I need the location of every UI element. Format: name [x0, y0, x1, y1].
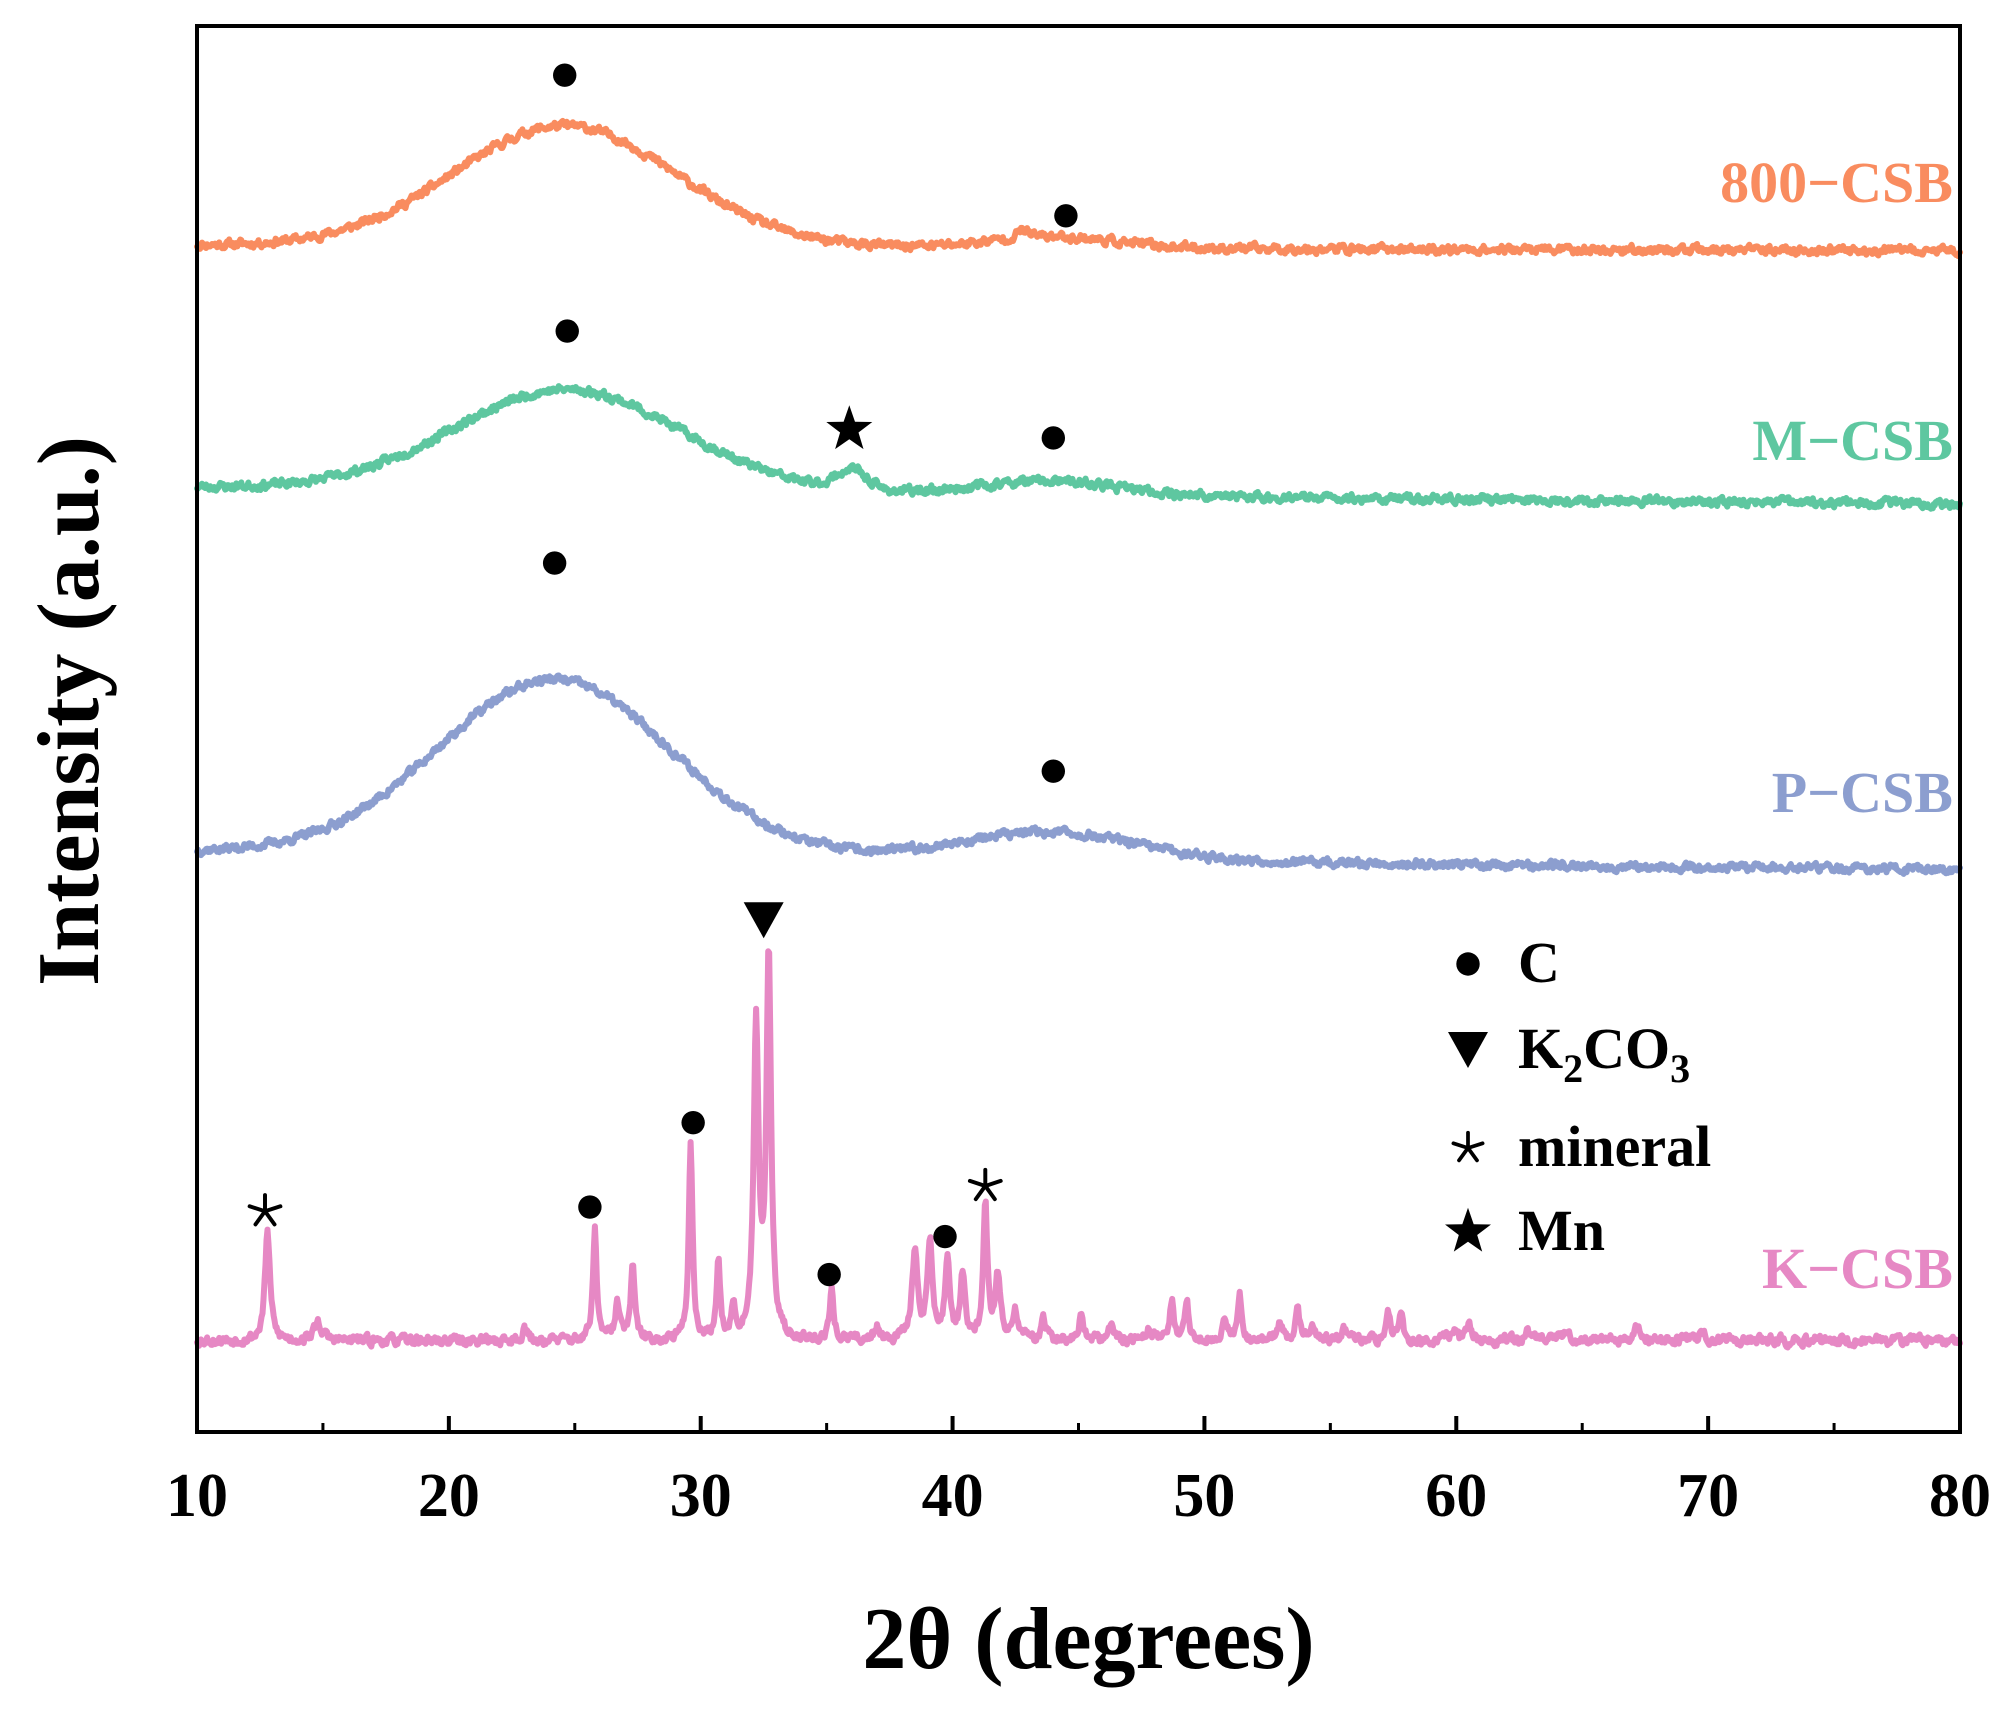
asterisk-arm	[1466, 1146, 1479, 1163]
asterisk-arm	[263, 1209, 277, 1227]
peak-marker-circle-p-csb	[1041, 759, 1066, 783]
peak-marker-circle-800-csb	[1054, 204, 1078, 228]
asterisk-arm	[967, 1178, 988, 1188]
x-tick-label: 70	[1677, 1462, 1739, 1530]
legend-symbol-triangle-down	[1448, 1032, 1488, 1068]
axes-layer: 10 20 30 40 50 60 70 80 2θ (degrees) Intensity (a…	[21, 24, 1991, 1688]
series-label-k-csb: K−CSB	[1762, 1236, 1953, 1301]
series-line-k-csb	[194, 948, 1963, 1351]
peak-marker-asterisk-k-csb	[247, 1193, 283, 1227]
legend-label-subscript: 2	[1563, 1046, 1583, 1091]
x-axis-title: 2θ (degrees)	[862, 1591, 1314, 1688]
legend-label: Mn	[1518, 1198, 1605, 1263]
legend-label-subscript: 3	[1670, 1046, 1690, 1091]
peak-marker-star-m-csb	[826, 405, 873, 450]
asterisk-arm	[1457, 1146, 1470, 1163]
legend-item-mineral: mineral	[1451, 1114, 1711, 1179]
x-tick-label: 50	[1173, 1462, 1235, 1530]
x-tick-label: 60	[1425, 1462, 1487, 1530]
series-line-m-csb	[194, 383, 1963, 512]
legend-symbol-star	[1445, 1207, 1491, 1252]
series-label-800-csb: 800−CSB	[1720, 150, 1953, 215]
asterisk-arm	[983, 1178, 1003, 1188]
y-axis-title: Intensity (a.u.)	[21, 436, 118, 986]
x-tick-label: 80	[1929, 1462, 1991, 1530]
peak-marker-circle-p-csb	[542, 551, 567, 575]
legend-item-k2co3: K2CO3	[1448, 1016, 1690, 1091]
peak-marker-circle-m-csb	[1041, 426, 1066, 450]
peak-marker-triangle-down-k-csb	[743, 902, 784, 939]
legend-symbol-circle	[1456, 952, 1480, 976]
x-tick-label: 20	[418, 1462, 480, 1530]
x-tick-label: 10	[166, 1462, 228, 1530]
series-label-p-csb: P−CSB	[1772, 760, 1953, 825]
series-label-m-csb: M−CSB	[1752, 408, 1953, 473]
peak-marker-circle-k-csb	[933, 1224, 957, 1249]
legend-label: C	[1518, 930, 1560, 995]
series-line-p-csb	[194, 672, 1963, 877]
asterisk-arm	[1466, 1141, 1485, 1150]
legend-label: mineral	[1518, 1114, 1711, 1179]
legend-label: K2CO3	[1518, 1016, 1690, 1091]
legend-item-mn: Mn	[1445, 1198, 1605, 1263]
series-line-800-csb	[194, 118, 1963, 259]
x-tick-label: 40	[922, 1462, 984, 1530]
asterisk-arm	[973, 1183, 988, 1202]
asterisk-arm	[253, 1209, 267, 1227]
legend-symbol-asterisk	[1451, 1130, 1485, 1163]
x-tick-label: 30	[670, 1462, 732, 1530]
legend-label-part: CO	[1583, 1016, 1670, 1081]
peak-marker-circle-m-csb	[555, 319, 579, 343]
peak-marker-circle-k-csb	[681, 1110, 705, 1135]
asterisk-arm	[983, 1183, 997, 1202]
annotation-layer	[247, 63, 1078, 1287]
legend-item-c: C	[1456, 930, 1560, 995]
asterisk-arm	[1451, 1141, 1470, 1150]
series-layer: 800−CSB M−CSB P−CSB K−CSB	[194, 118, 1963, 1351]
peak-marker-circle-800-csb	[553, 63, 577, 87]
asterisk-arm	[247, 1204, 267, 1214]
peak-marker-circle-k-csb	[817, 1262, 841, 1287]
peak-marker-asterisk-k-csb	[967, 1167, 1003, 1202]
asterisk-arm	[263, 1204, 283, 1214]
peak-marker-circle-k-csb	[578, 1195, 602, 1219]
legend-label-part: K	[1518, 1016, 1563, 1081]
